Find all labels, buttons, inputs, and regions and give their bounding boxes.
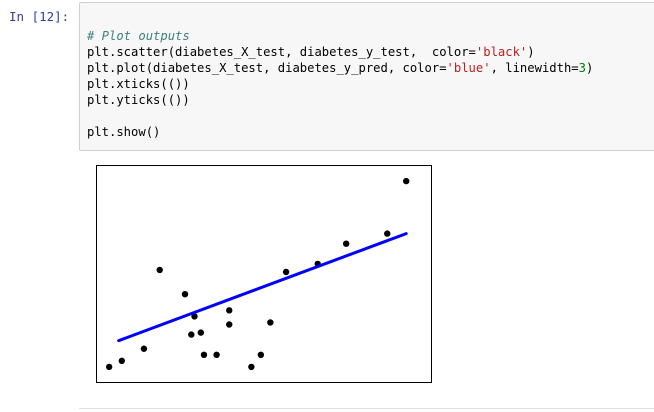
scatter-point xyxy=(248,363,255,371)
code-token: ) xyxy=(585,61,594,75)
output-divider xyxy=(79,408,654,409)
scatter-point xyxy=(200,351,208,358)
scatter-point xyxy=(342,240,350,247)
regression-line-layer xyxy=(117,232,408,343)
scatter-plot-chart xyxy=(96,165,432,383)
scatter-points xyxy=(105,177,410,371)
scatter-point xyxy=(267,319,274,326)
code-token: 3 xyxy=(578,61,586,75)
code-token: ) xyxy=(527,45,535,59)
scatter-point xyxy=(140,345,148,352)
code-token: plt.show() xyxy=(87,125,161,139)
scatter-point xyxy=(282,268,290,276)
code-editor[interactable]: # Plot outputs plt.scatter(diabetes_X_tes… xyxy=(87,28,593,140)
code-token: 'blue' xyxy=(446,61,491,75)
code-line: plt.show() xyxy=(87,124,593,140)
scatter-point xyxy=(105,363,113,371)
scatter-point xyxy=(191,313,198,320)
code-line xyxy=(87,108,593,124)
code-token: 'black' xyxy=(475,45,528,59)
code-line: plt.plot(diabetes_X_test, diabetes_y_pre… xyxy=(87,60,593,76)
code-token: plt.xticks(()) xyxy=(87,77,190,91)
code-line: plt.yticks(()) xyxy=(87,92,593,108)
code-token: plt.plot(diabetes_X_test, diabetes_y_pre… xyxy=(87,61,447,75)
scatter-point xyxy=(403,177,410,185)
scatter-point xyxy=(257,351,265,358)
scatter-point xyxy=(181,291,189,298)
scatter-point xyxy=(384,230,391,237)
code-line: # Plot outputs xyxy=(87,28,593,44)
scatter-point xyxy=(226,307,233,314)
code-token: , linewidth= xyxy=(490,61,579,75)
code-comment: # Plot outputs xyxy=(87,29,190,43)
cell-prompt: In [12]: xyxy=(9,9,70,24)
code-token: plt.scatter(diabetes_X_test, diabetes_y_… xyxy=(87,45,476,59)
scatter-point xyxy=(197,329,204,336)
scatter-point xyxy=(213,351,220,358)
regression-line xyxy=(117,232,408,343)
scatter-point xyxy=(188,331,195,338)
scatter-point xyxy=(156,266,163,274)
plot-area-frame xyxy=(96,165,432,383)
scatter-point xyxy=(118,357,125,365)
plot-output xyxy=(96,165,432,383)
code-token: plt.yticks(()) xyxy=(87,93,190,107)
code-line: plt.xticks(()) xyxy=(87,76,593,92)
code-line: plt.scatter(diabetes_X_test, diabetes_y_… xyxy=(87,44,593,60)
scatter-point xyxy=(226,321,233,328)
code-cell-input[interactable]: # Plot outputs plt.scatter(diabetes_X_tes… xyxy=(79,2,654,151)
